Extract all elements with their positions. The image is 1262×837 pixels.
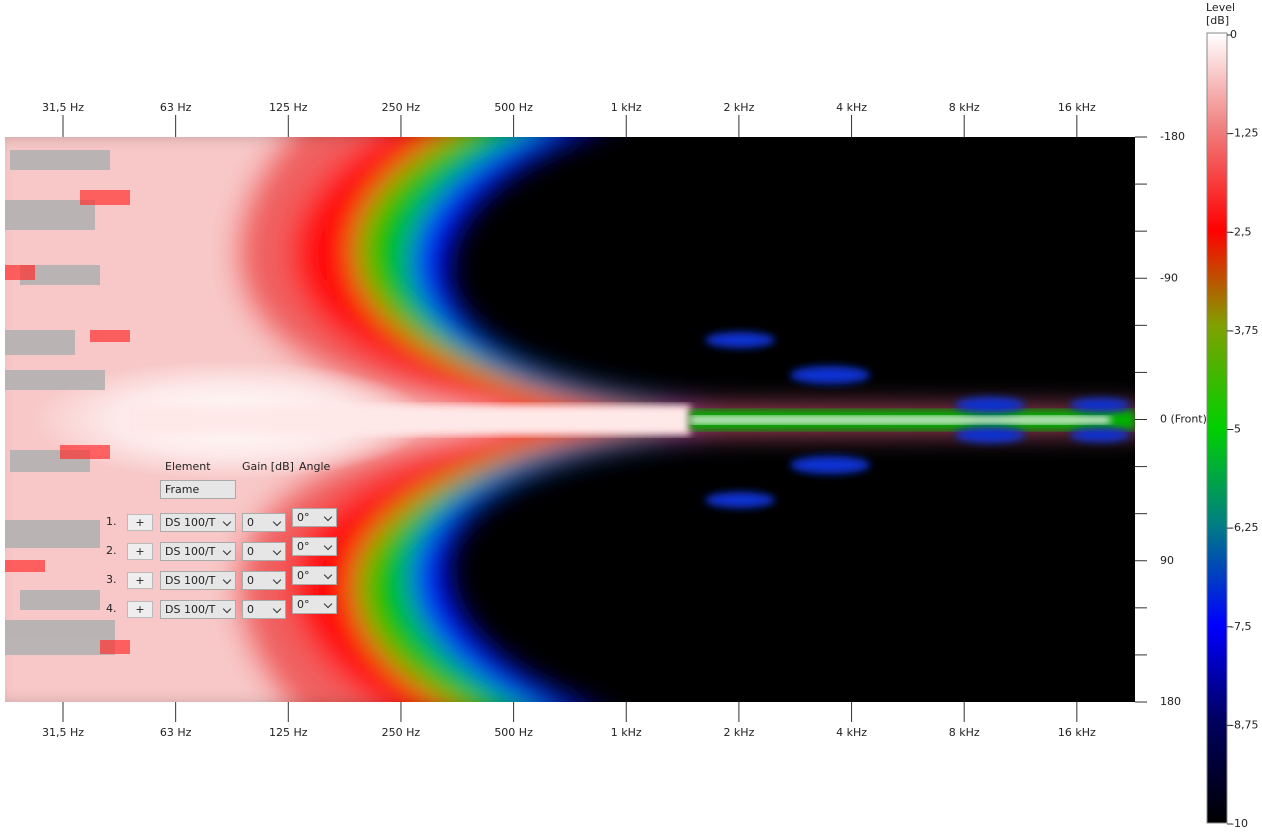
colorbar-label: -1,25 (1230, 127, 1258, 140)
row-index: 1. (106, 515, 117, 528)
x-tick-label: 1 kHz (611, 101, 642, 114)
x-tick-label: 125 Hz (269, 101, 308, 114)
colorbar-label: -6,25 (1230, 521, 1258, 534)
angle-dropdown[interactable]: 0° (292, 595, 337, 614)
y-tick-label: -90 (1160, 271, 1178, 284)
element-dropdown[interactable]: DS 100/T (160, 571, 236, 590)
y-tick-label: 90 (1160, 554, 1174, 567)
y-tick-label: 0 (Front) (1160, 413, 1207, 426)
angle-dropdown[interactable]: 0° (292, 508, 337, 527)
x-tick-label: 500 Hz (494, 726, 533, 739)
column-header: Angle (299, 460, 331, 473)
column-header: Element (165, 460, 211, 473)
row-index: 3. (106, 573, 117, 586)
row-index: 2. (106, 544, 117, 557)
colorbar-label: -2,5 (1230, 225, 1251, 238)
row-index: 4. (106, 602, 117, 615)
gain-dropdown[interactable]: 0 (242, 513, 286, 532)
element-dropdown[interactable]: DS 100/T (160, 513, 236, 532)
heatmap (5, 137, 1135, 702)
frame-field[interactable]: Frame (160, 480, 236, 499)
element-dropdown[interactable]: DS 100/T (160, 600, 236, 619)
add-button[interactable]: + (127, 543, 153, 560)
x-tick-label: 31,5 Hz (42, 101, 84, 114)
element-dropdown[interactable]: DS 100/T (160, 542, 236, 561)
x-tick-label: 250 Hz (382, 101, 421, 114)
gain-dropdown[interactable]: 0 (242, 600, 286, 619)
colorbar-label: -10 (1230, 817, 1248, 830)
colorbar-label: -8,75 (1230, 718, 1258, 731)
colorbar-label: -3,75 (1230, 324, 1258, 337)
y-tick-label: -180 (1160, 130, 1185, 143)
x-tick-label: 2 kHz (723, 101, 754, 114)
angle-dropdown[interactable]: 0° (292, 566, 337, 585)
x-tick-label: 16 kHz (1058, 726, 1096, 739)
x-tick-label: 63 Hz (160, 101, 192, 114)
y-tick-label: 180 (1160, 695, 1181, 708)
angle-dropdown[interactable]: 0° (292, 537, 337, 556)
colorbar-title: Level (1206, 1, 1235, 14)
add-button[interactable]: + (127, 514, 153, 531)
colorbar-label: 0 (1230, 28, 1237, 41)
colorbar-title: [dB] (1206, 14, 1229, 27)
column-header: Gain [dB] (242, 460, 294, 473)
gain-dropdown[interactable]: 0 (242, 571, 286, 590)
x-tick-label: 63 Hz (160, 726, 192, 739)
colorbar-label: -5 (1230, 423, 1241, 436)
add-button[interactable]: + (127, 601, 153, 618)
x-tick-label: 8 kHz (949, 101, 980, 114)
add-button[interactable]: + (127, 572, 153, 589)
x-tick-label: 250 Hz (382, 726, 421, 739)
x-tick-label: 8 kHz (949, 726, 980, 739)
x-tick-label: 16 kHz (1058, 101, 1096, 114)
x-tick-label: 1 kHz (611, 726, 642, 739)
colorbar (1206, 32, 1228, 824)
x-tick-label: 31,5 Hz (42, 726, 84, 739)
colorbar-label: -7,5 (1230, 620, 1251, 633)
x-tick-label: 500 Hz (494, 101, 533, 114)
axes: 31,5 Hz 31,5 Hz 63 Hz 63 Hz 125 Hz 125 Hz 250 … (42, 1, 1258, 830)
x-tick-label: 125 Hz (269, 726, 308, 739)
x-tick-label: 2 kHz (723, 726, 754, 739)
x-tick-label: 4 kHz (836, 726, 867, 739)
gain-dropdown[interactable]: 0 (242, 542, 286, 561)
x-tick-label: 4 kHz (836, 101, 867, 114)
